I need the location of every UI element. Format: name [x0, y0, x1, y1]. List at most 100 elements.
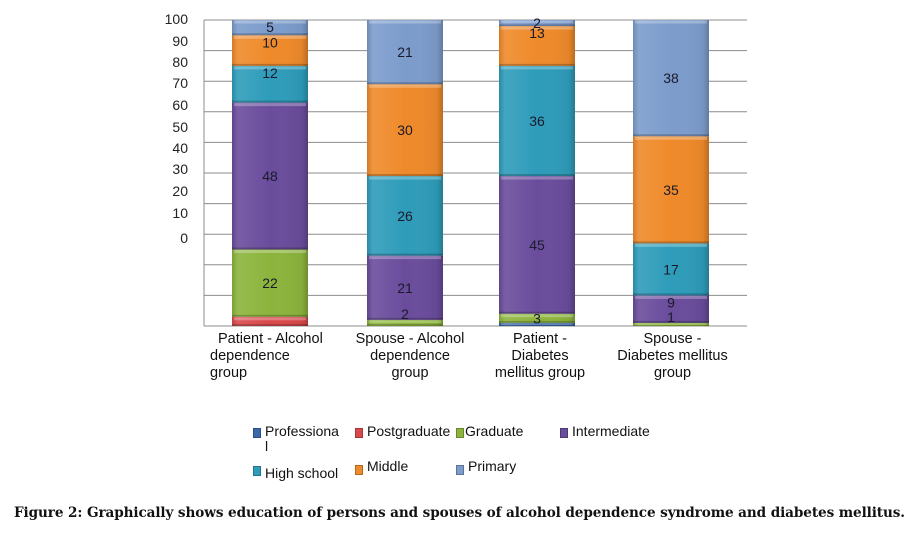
legend-swatch-primary: [456, 465, 464, 475]
bar-segment-shading: [367, 20, 443, 85]
x-category-label-line: Patient -: [513, 331, 567, 347]
bar-segment-edge: [232, 314, 308, 317]
bar-stacks: [232, 20, 709, 326]
x-category-label-line: group: [391, 365, 429, 381]
bar-segment-shading: [499, 313, 575, 323]
bar-segment-shading: [499, 26, 575, 66]
data-label: 10: [262, 34, 278, 50]
data-label: 26: [397, 208, 413, 224]
bar-segment-bevel: [369, 176, 441, 180]
x-category-label-line: Patient - Alcohol: [218, 331, 323, 347]
bar-segment-bevel: [501, 314, 573, 318]
y-tick-label: 40: [172, 140, 188, 156]
x-category-label-line: Diabetes mellitus: [617, 348, 728, 364]
y-tick-label: 30: [172, 161, 188, 177]
x-category-label: Patient - Diabetes mellitus group: [470, 331, 610, 391]
bar-segment-bevel: [234, 103, 306, 107]
y-tick-label: 50: [172, 119, 188, 135]
bar-segment-bevel: [234, 317, 306, 321]
y-tick-label: 20: [172, 183, 188, 199]
y-tick-label: 80: [172, 54, 188, 70]
bar-segment-shading: [367, 319, 443, 326]
legend-item-high-school: High school: [253, 462, 338, 481]
bar-stack: [633, 20, 709, 326]
y-tick-label: 100: [165, 11, 189, 27]
bar-stack: [499, 20, 575, 326]
data-label: 5: [266, 19, 274, 35]
y-tick-label: 10: [172, 205, 188, 221]
legend-label-middle: Middle: [367, 458, 409, 474]
bar-segment-bevel: [635, 243, 707, 247]
bar-segment-shading: [633, 243, 709, 296]
data-label: 9: [667, 294, 675, 310]
bar-segment-bevel: [234, 250, 306, 253]
bar-segment-bevel: [501, 66, 573, 70]
legend-label-postgraduate: Postgraduate: [367, 423, 451, 439]
bar-segment-edge: [633, 293, 709, 296]
bar-segment-bevel: [234, 20, 306, 24]
bar-segment-edge: [633, 320, 709, 323]
bar-segment-edge: [367, 317, 443, 320]
bar-segment-bevel: [635, 136, 707, 140]
figure-caption: Figure 2: Graphically shows education of…: [14, 505, 905, 521]
legend-swatch-high-school: [253, 466, 261, 476]
legend-item-professional: Professiona l: [253, 424, 339, 454]
bar-segment-shading: [499, 20, 575, 27]
bar-segment-shading: [633, 322, 709, 326]
legend-label-intermediate: Intermediate: [572, 423, 650, 439]
bar-segment-edge: [499, 325, 575, 326]
bar-segment-edge: [367, 324, 443, 326]
x-category-label-line: group: [653, 365, 692, 381]
y-tick-label: 70: [172, 75, 188, 91]
bar-segment-bevel: [635, 323, 707, 325]
legend-swatch-postgraduate: [355, 428, 363, 438]
bar-segment-edge: [633, 134, 709, 137]
bar-segment-edge: [232, 63, 308, 66]
legend-label-primary: Primary: [468, 458, 517, 474]
bar-segment-shading: [499, 322, 575, 326]
x-category-label-line: group: [210, 365, 248, 381]
legend-item-middle: Middle: [355, 459, 408, 475]
data-label: 3: [533, 310, 541, 326]
bar-segment-bevel: [501, 176, 573, 180]
bar-segment-edge: [633, 241, 709, 244]
x-category-label-line: Spouse - Alcohol: [355, 331, 465, 347]
x-category-label: Spouse - Alcohol dependence group: [335, 331, 485, 391]
data-label: 22: [262, 275, 278, 291]
data-label: 17: [663, 261, 679, 277]
bar-segment-shading: [232, 102, 308, 250]
bar-segment-shading: [499, 65, 575, 177]
bar-segment-shading: [633, 136, 709, 244]
bar-segment-bevel: [369, 256, 441, 260]
bar-segment-shading: [367, 255, 443, 320]
legend-swatch-graduate: [456, 428, 464, 438]
bar-segment-bevel: [369, 20, 441, 24]
x-category-label-line: Spouse -: [643, 331, 702, 347]
bar-segment-bevel: [635, 20, 707, 24]
data-label: 21: [397, 44, 413, 60]
bar-segment-shading: [232, 20, 308, 36]
legend-item-intermediate: Intermediate: [560, 424, 650, 439]
y-tick-label: 60: [172, 97, 188, 113]
bar-segment-edge: [367, 174, 443, 177]
data-label: 35: [663, 182, 679, 198]
bar-segment-shading: [367, 84, 443, 177]
bar-segment-edge: [499, 24, 575, 27]
bar-segment-bevel: [234, 35, 306, 39]
bar-segment-shading: [367, 176, 443, 256]
data-label: 30: [397, 122, 413, 138]
bar-segment-edge: [367, 253, 443, 256]
bar-segment-edge: [499, 311, 575, 314]
bar-segment-bevel: [234, 66, 306, 70]
data-label: 48: [262, 168, 278, 184]
bar-segment-edge: [499, 174, 575, 177]
bar-segment-edge: [499, 63, 575, 66]
legend-label-high-school: High school: [265, 465, 339, 481]
bar-stack: [232, 20, 308, 326]
data-label: 2: [401, 306, 409, 322]
bar-segment-edge: [633, 325, 709, 326]
x-category-label-line: dependence: [210, 348, 290, 364]
bar-segment-bevel: [369, 84, 441, 88]
data-label: 38: [663, 70, 679, 86]
